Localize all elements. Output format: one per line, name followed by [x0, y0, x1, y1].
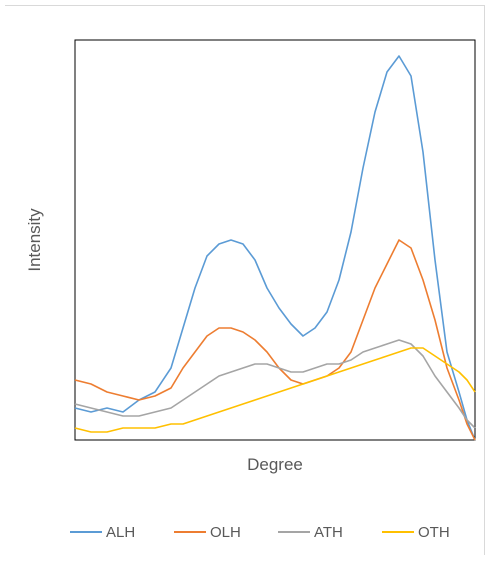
legend-label-oth: OTH [418, 524, 450, 541]
plot-area [74, 39, 476, 441]
legend-label-alh: ALH [106, 524, 135, 541]
legend-label-ath: ATH [314, 524, 343, 541]
series-line-ath [74, 339, 476, 429]
x-axis-label: Degree [247, 455, 303, 474]
series-line-olh [74, 239, 476, 441]
legend-label-olh: OLH [210, 524, 241, 541]
series-line-oth [74, 347, 476, 433]
y-axis-label: Intensity [25, 208, 44, 272]
legend: ALH OLH ATH OTH [70, 524, 450, 541]
chart-area [5, 5, 485, 555]
series-group [74, 55, 476, 441]
series-line-alh [74, 55, 476, 441]
